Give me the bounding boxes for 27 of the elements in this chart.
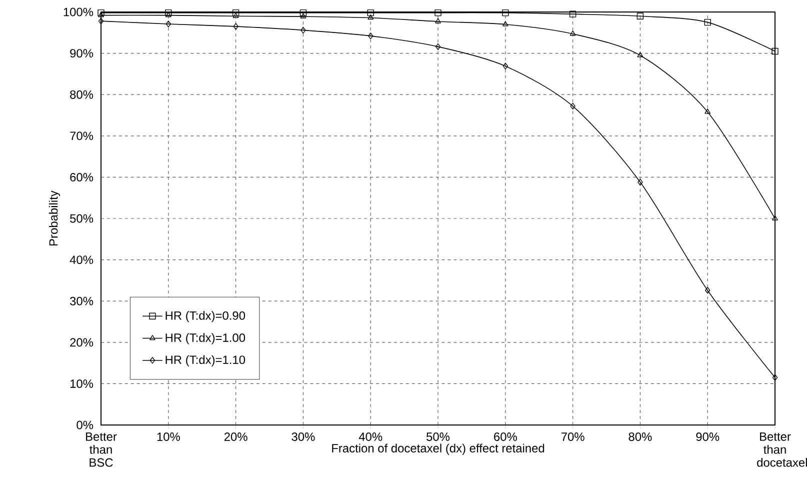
legend-label: HR (T:dx)=0.90 (166, 311, 246, 322)
x-tick-label: Better than BSC (86, 432, 117, 467)
x-tick-label: 90% (696, 432, 720, 441)
y-axis-title: Probability (48, 190, 60, 246)
x-tick-label: 50% (426, 432, 450, 441)
y-tick-label: 50% (70, 214, 94, 223)
x-tick-label: 80% (628, 432, 652, 441)
y-tick-label: 70% (70, 132, 94, 140)
legend-label: HR (T:dx)=1.00 (166, 333, 246, 344)
y-tick-label: 80% (70, 90, 94, 99)
y-tick-label: 20% (70, 338, 94, 347)
y-tick-label: 60% (70, 172, 94, 182)
x-tick-label: 20% (224, 432, 248, 441)
legend-label: HR (T:dx)=1.10 (166, 355, 246, 366)
x-tick-label: 30% (292, 432, 315, 441)
x-axis-title: Fraction of docetaxel (dx) effect retained (332, 444, 544, 455)
y-tick-label: 30% (70, 296, 94, 306)
y-tick-label: 90% (70, 49, 94, 58)
y-tick-label: 100% (64, 8, 94, 16)
x-tick-label: 70% (561, 432, 584, 441)
y-tick-label: 0% (76, 420, 94, 430)
y-tick-label: 10% (70, 379, 94, 388)
y-tick-label: 40% (70, 256, 94, 264)
x-tick-label: 40% (358, 432, 382, 441)
x-tick-label: 10% (157, 432, 180, 441)
x-tick-label: Better than docetaxel (757, 432, 807, 467)
x-tick-label: 60% (494, 432, 517, 441)
